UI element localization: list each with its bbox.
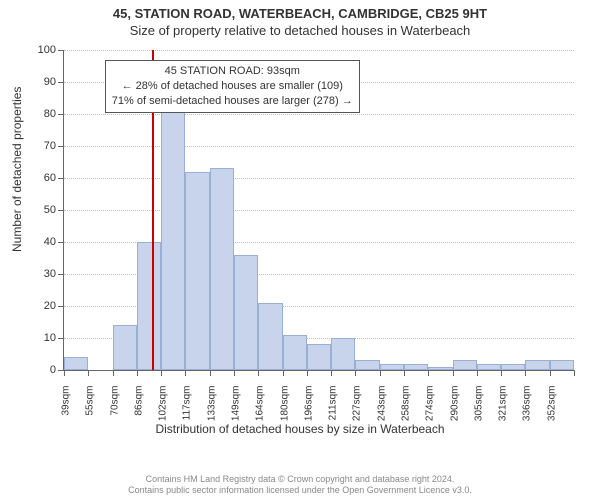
annotation-box: 45 STATION ROAD: 93sqm ← 28% of detached… [105, 60, 360, 113]
histogram-bar [113, 325, 137, 370]
histogram-bar [307, 344, 331, 370]
y-tick-label: 40 [16, 236, 56, 248]
x-tick [550, 370, 551, 376]
x-tick [501, 370, 502, 376]
histogram-bar [210, 168, 234, 370]
histogram-bar [428, 367, 452, 370]
x-tick [307, 370, 308, 376]
x-tick [574, 370, 575, 376]
chart-title-main: 45, STATION ROAD, WATERBEACH, CAMBRIDGE,… [0, 0, 600, 21]
x-tick [64, 370, 65, 376]
annotation-line-1: 45 STATION ROAD: 93sqm [112, 64, 353, 79]
x-tick [453, 370, 454, 376]
chart-title-sub: Size of property relative to detached ho… [0, 21, 600, 38]
grid-line [64, 178, 574, 179]
x-tick [404, 370, 405, 376]
x-tick [428, 370, 429, 376]
histogram-bar [234, 255, 258, 370]
x-tick [525, 370, 526, 376]
histogram-bar [453, 360, 477, 370]
histogram-bar [64, 357, 88, 370]
footer-line-1: Contains HM Land Registry data © Crown c… [0, 474, 600, 485]
footer-line-2: Contains public sector information licen… [0, 485, 600, 496]
y-tick-label: 20 [16, 300, 56, 312]
histogram-bar [283, 335, 307, 370]
y-tick-label: 80 [16, 108, 56, 120]
y-tick-label: 100 [16, 44, 56, 56]
x-tick [137, 370, 138, 376]
histogram-bar [331, 338, 355, 370]
y-tick [58, 82, 64, 83]
y-tick [58, 50, 64, 51]
plot-area: 010203040506070809010039sqm55sqm70sqm86s… [63, 50, 574, 371]
grid-line [64, 114, 574, 115]
y-tick [58, 178, 64, 179]
x-tick [113, 370, 114, 376]
x-tick [185, 370, 186, 376]
grid-line [64, 50, 574, 51]
x-tick [380, 370, 381, 376]
histogram-bar [501, 364, 525, 370]
x-tick [258, 370, 259, 376]
histogram-bar [355, 360, 379, 370]
x-axis-title: Distribution of detached houses by size … [0, 422, 600, 436]
y-tick [58, 114, 64, 115]
chart-area: Number of detached properties 0102030405… [0, 42, 600, 442]
y-tick [58, 306, 64, 307]
y-tick [58, 338, 64, 339]
histogram-bar [380, 364, 404, 370]
histogram-bar [404, 364, 428, 370]
footer-attribution: Contains HM Land Registry data © Crown c… [0, 474, 600, 497]
y-tick [58, 146, 64, 147]
histogram-bar [258, 303, 282, 370]
histogram-bar [550, 360, 574, 370]
y-tick-label: 70 [16, 140, 56, 152]
y-tick-label: 90 [16, 76, 56, 88]
x-tick [210, 370, 211, 376]
y-tick-label: 30 [16, 268, 56, 280]
histogram-bar [161, 108, 185, 370]
y-tick [58, 242, 64, 243]
histogram-bar [185, 172, 209, 370]
annotation-line-2: ← 28% of detached houses are smaller (10… [112, 79, 353, 94]
x-tick [283, 370, 284, 376]
x-tick [477, 370, 478, 376]
x-tick [88, 370, 89, 376]
y-tick-label: 60 [16, 172, 56, 184]
y-tick [58, 274, 64, 275]
annotation-line-3: 71% of semi-detached houses are larger (… [112, 94, 353, 109]
y-tick-label: 50 [16, 204, 56, 216]
grid-line [64, 146, 574, 147]
y-tick-label: 0 [16, 364, 56, 376]
histogram-bar [477, 364, 501, 370]
histogram-bar [137, 242, 161, 370]
x-tick [234, 370, 235, 376]
x-tick [355, 370, 356, 376]
histogram-bar [525, 360, 549, 370]
y-tick-label: 10 [16, 332, 56, 344]
y-tick [58, 210, 64, 211]
x-tick [161, 370, 162, 376]
grid-line [64, 210, 574, 211]
x-tick [331, 370, 332, 376]
